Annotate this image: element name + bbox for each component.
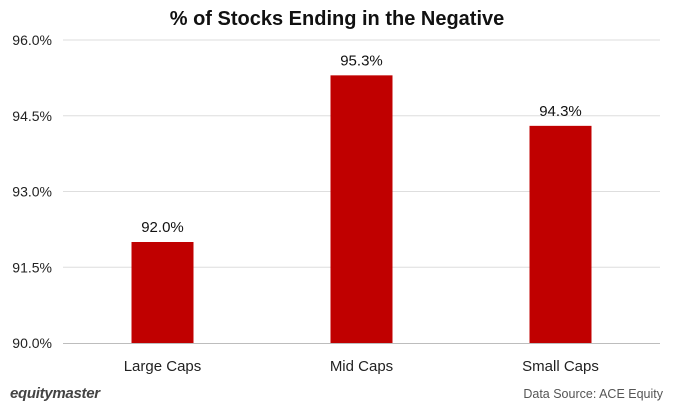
category-label: Large Caps [124, 358, 202, 375]
data-label: 94.3% [539, 103, 582, 120]
category-label: Mid Caps [330, 358, 393, 375]
y-tick-label: 96.0% [12, 32, 52, 48]
category-labels: Large Caps Mid Caps Small Caps [124, 358, 599, 375]
y-tick-label: 94.5% [12, 108, 52, 124]
data-labels: 92.0% 95.3% 94.3% [141, 52, 582, 236]
bars [131, 75, 592, 343]
chart-title: % of Stocks Ending in the Negative [170, 8, 505, 30]
bar [131, 242, 194, 343]
bar [529, 125, 592, 343]
y-tick-label: 93.0% [12, 184, 52, 200]
data-label: 92.0% [141, 219, 184, 236]
y-tick-label: 91.5% [12, 259, 52, 275]
brand-logo-text: equitymaster [10, 385, 100, 402]
data-label: 95.3% [340, 52, 383, 69]
y-tick-labels: 90.0% 91.5% 93.0% 94.5% 96.0% [12, 32, 52, 351]
bar [330, 75, 393, 343]
y-tick-label: 90.0% [12, 335, 52, 351]
data-source-note: Data Source: ACE Equity [523, 387, 663, 401]
category-label: Small Caps [522, 358, 599, 375]
